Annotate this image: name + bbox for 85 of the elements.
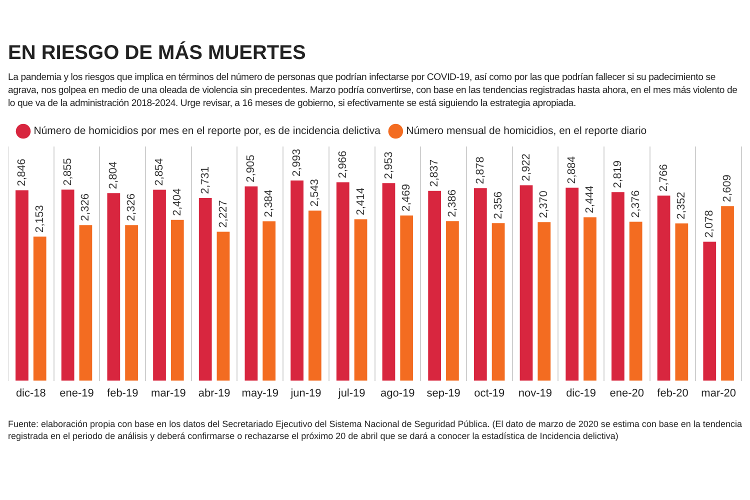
x-tick-label: dic-18 [16,387,46,400]
bar [125,225,138,381]
data-label: 2,766 [658,164,670,192]
bar [336,182,350,381]
x-tick-label: jul-19 [337,387,366,400]
legend-label: Número de homicidios por mes en el reporte por, es de incidencia delictiva [34,125,381,138]
x-tick-label: dic-19 [566,387,596,400]
x-tick-label: mar-19 [151,387,186,400]
data-label: 2,414 [354,188,367,216]
bar [520,185,533,381]
data-label: 2,804 [108,162,120,190]
bar [703,242,716,381]
bar [216,232,230,381]
x-tick-label: feb-19 [107,387,138,400]
legend-label: Número mensual de homicidios, en el reporte diario [406,125,647,138]
data-label: 2,153 [34,205,46,233]
data-label: 2,404 [171,188,184,216]
bar [428,190,442,381]
chart-subtitle: La pandemia y los riesgos que implica en términos del número de personas que podrían infectarse por COVID-19, así como por las que podrían fallecer si su padecimiento se agrava, nos golpea en medio de una oleada de violencia sin precedentes. Marzo podría convertirse, con base en las tendencias registradas hasta ahora, en el mes más violento de lo que va de la administración 2018-2024. Urge revisar, a 16 meses de gobierno, si efectivamente se está siguiendo la estrategia apropiada. [8,71,738,110]
bar [308,210,322,381]
x-tick-label: nov-19 [518,387,552,400]
x-tick-label: ene-19 [60,387,94,400]
data-label: 2,953 [382,152,395,180]
bar [170,220,184,381]
bar [79,225,92,381]
bar [290,180,304,381]
x-tick-label: oct-19 [474,387,505,400]
bar [354,219,368,381]
data-label: 2,731 [199,166,212,194]
x-tick-label: ago-19 [380,387,415,400]
bar [446,221,459,381]
data-label: 2,819 [612,160,624,188]
data-label: 2,905 [245,154,258,182]
data-label: 2,326 [126,194,138,222]
bar [538,222,551,381]
data-label: 2,993 [291,148,304,176]
data-label: 2,922 [520,154,532,182]
x-tick-label: mar-20 [701,387,736,400]
data-label: 2,469 [400,184,413,212]
data-label: 2,078 [704,210,716,238]
data-label: 2,966 [336,150,349,178]
x-tick-label: ene-20 [610,387,644,400]
data-label: 2,609 [722,174,734,202]
data-label: 2,444 [584,186,596,214]
bar [33,236,46,381]
x-tick-label: sep-19 [426,387,460,400]
data-label: 2,352 [676,192,688,220]
data-label: 2,854 [154,158,166,186]
bar [721,206,734,381]
bar [492,223,505,381]
bar [474,188,487,381]
bar [382,183,396,381]
x-tick-label: abr-19 [198,387,230,400]
bar [400,216,414,381]
data-label: 2,878 [474,156,486,184]
bar [107,193,120,381]
data-label: 2,376 [630,190,642,218]
x-tick-label: feb-20 [657,387,688,400]
bar [629,222,642,381]
chart-title: EN RIESGO DE MÁS MUERTES [8,42,307,65]
data-label: 2,384 [263,190,276,218]
bar [612,192,624,381]
bar [244,186,258,381]
data-label: 2,326 [80,194,92,222]
bar [675,223,688,381]
bar [198,198,212,381]
bar [657,196,670,381]
data-label: 2,543 [308,179,321,207]
bar [153,190,166,381]
bar [566,188,579,381]
data-label: 2,884 [566,156,578,184]
bar [262,221,276,381]
x-tick-label: may-19 [242,387,278,400]
data-label: 2,370 [538,190,550,218]
source-note: Fuente: elaboración propia con base en los datos del Secretariado Ejecutivo del Sistema Nacional de Seguridad Pública. (El dato de marzo de 2020 se estima con base en la tendencia registrada en el periodo de análisis y deberá confirmarse o rechazarse el próximo 20 de abril que se dará a conocer la estadística de Incidencia delictiva) [8,418,742,442]
data-label: 2,837 [428,159,441,187]
bar [61,190,74,381]
bar [16,190,28,381]
x-tick-label: jun-19 [290,387,322,400]
data-label: 2,386 [446,190,458,218]
data-label: 2,227 [217,200,230,228]
data-label: 2,855 [62,158,74,186]
data-label: 2,846 [16,158,28,186]
data-label: 2,356 [492,192,504,220]
bar [584,217,596,381]
